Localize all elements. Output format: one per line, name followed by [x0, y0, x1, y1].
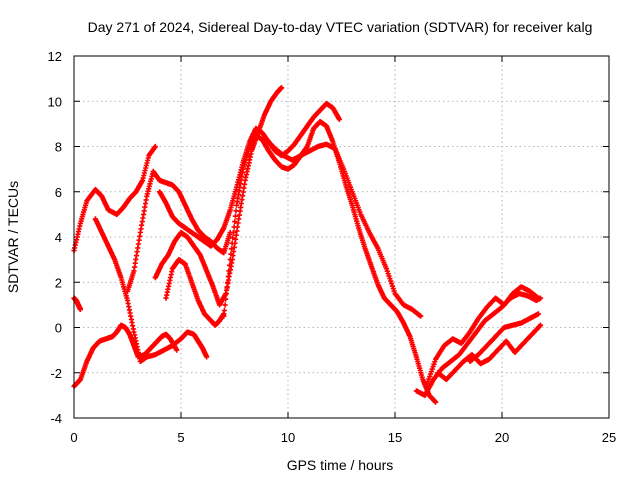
series-sat-i	[221, 119, 439, 405]
x-tick-label: 15	[388, 430, 402, 445]
series-sat-g	[157, 100, 342, 249]
data-point	[225, 274, 231, 280]
grid-lines	[74, 56, 609, 418]
data-point	[537, 322, 544, 328]
data-point	[224, 285, 230, 291]
series-sat-l	[424, 284, 541, 387]
y-tick-label: -2	[50, 366, 62, 381]
data-point	[279, 85, 285, 91]
x-tick-label: 0	[70, 430, 77, 445]
axis-ticks: 0 5 10 15 20 25 -4 -2 0 2 4 6 8 10 12	[48, 49, 617, 445]
y-tick-label: 4	[55, 230, 62, 245]
data-point	[433, 399, 439, 405]
data-point	[77, 306, 83, 312]
series-sat-f	[152, 85, 285, 308]
data-point	[221, 307, 227, 314]
series-sat-n	[467, 311, 541, 364]
data-point	[230, 229, 236, 236]
data-point	[227, 257, 233, 263]
data-point	[418, 313, 424, 319]
y-axis-label: SDTVAR / TECUs	[5, 181, 21, 293]
y-tick-label: 2	[55, 275, 62, 290]
data-point	[336, 116, 342, 122]
series-sat-m	[435, 322, 544, 383]
y-tick-label: 8	[55, 140, 62, 155]
data-point	[535, 295, 541, 301]
data-point	[204, 354, 210, 360]
data-point	[222, 302, 228, 308]
x-tick-label: 20	[495, 430, 509, 445]
data-point	[229, 240, 235, 246]
data-point	[230, 235, 236, 241]
data-point	[232, 219, 238, 225]
plot-frame	[73, 55, 610, 419]
data-point	[225, 279, 231, 285]
x-tick-label: 5	[177, 430, 184, 445]
x-tick-label: 10	[281, 430, 295, 445]
series-sat-c	[71, 322, 180, 389]
data-point	[152, 143, 158, 150]
data-point	[226, 268, 232, 274]
data-point	[231, 224, 237, 230]
y-tick-label: 12	[48, 49, 62, 64]
y-tick-label: 0	[55, 321, 62, 336]
y-tick-label: -4	[50, 411, 62, 426]
data-series	[71, 85, 544, 405]
x-tick-label: 25	[602, 430, 616, 445]
data-point	[227, 262, 233, 268]
data-point	[535, 311, 541, 317]
y-tick-label: 10	[48, 94, 62, 109]
series-sat-b	[71, 295, 83, 312]
data-point	[221, 313, 227, 319]
chart-title: Day 271 of 2024, Sidereal Day-to-day VTE…	[88, 19, 593, 35]
x-axis-label: GPS time / hours	[287, 457, 394, 473]
data-point	[174, 347, 180, 353]
series-sat-j	[264, 137, 424, 319]
data-point	[228, 251, 234, 257]
data-point	[223, 291, 229, 297]
data-point	[223, 296, 229, 302]
data-point	[233, 208, 239, 214]
series-sat-a	[71, 143, 158, 254]
data-point	[228, 246, 235, 252]
data-point	[232, 213, 238, 219]
y-tick-label: 6	[55, 185, 62, 200]
series-sat-d	[92, 216, 210, 364]
